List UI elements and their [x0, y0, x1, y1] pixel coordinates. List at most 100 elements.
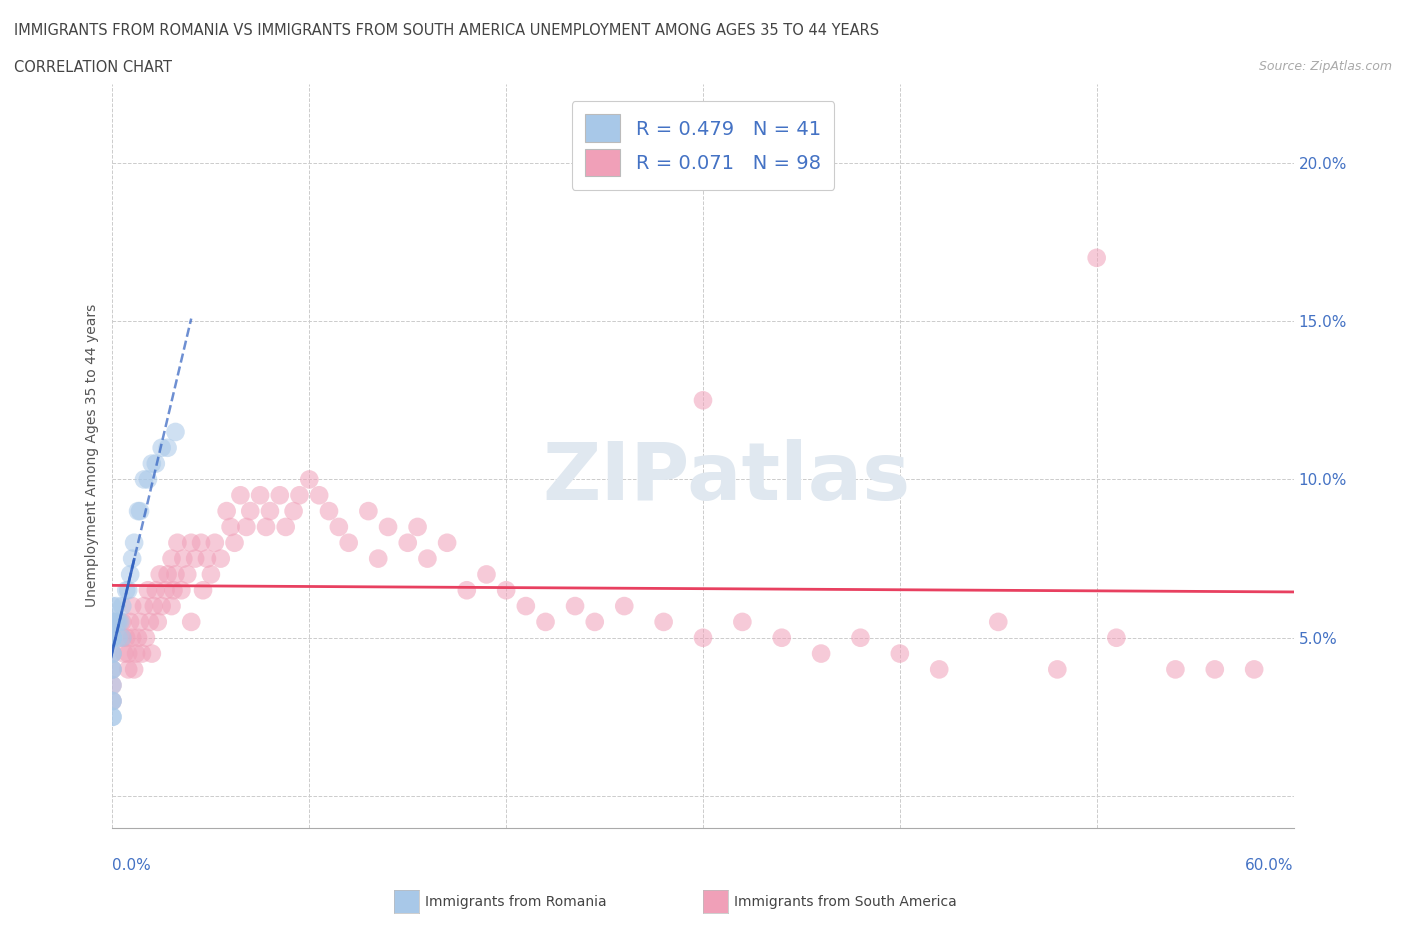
Point: [156, 440, 179, 455]
Point: [120, 567, 142, 582]
Point: [101, 710, 124, 724]
Point: [101, 646, 124, 661]
Point: [692, 392, 714, 407]
Point: [172, 551, 194, 566]
Text: ZIPatlas: ZIPatlas: [543, 439, 911, 517]
Point: [105, 599, 128, 614]
Point: [122, 662, 145, 677]
Point: [101, 631, 124, 645]
Point: [111, 615, 134, 630]
Point: [583, 615, 606, 630]
Point: [770, 631, 793, 645]
Point: [101, 615, 124, 630]
Point: [475, 567, 498, 582]
Point: [229, 488, 252, 503]
Point: [219, 520, 242, 535]
Point: [235, 520, 257, 535]
Point: [132, 472, 155, 487]
Point: [298, 472, 321, 487]
Text: CORRELATION CHART: CORRELATION CHART: [14, 60, 172, 75]
Point: [849, 631, 872, 645]
Point: [155, 583, 177, 598]
Point: [162, 583, 184, 598]
Point: [156, 567, 179, 582]
Point: [107, 615, 129, 630]
Point: [107, 631, 129, 645]
Point: [160, 599, 183, 614]
Y-axis label: Unemployment Among Ages 35 to 44 years: Unemployment Among Ages 35 to 44 years: [84, 304, 98, 607]
Point: [117, 646, 139, 661]
Point: [101, 662, 124, 677]
Point: [101, 631, 124, 645]
Point: [406, 520, 429, 535]
Point: [180, 615, 202, 630]
Point: [127, 504, 149, 519]
Point: [495, 583, 517, 598]
Point: [111, 631, 134, 645]
Point: [416, 551, 439, 566]
Point: [1164, 662, 1187, 677]
Point: [101, 678, 124, 693]
Point: [129, 615, 152, 630]
Point: [121, 631, 143, 645]
Point: [101, 710, 124, 724]
Text: 60.0%: 60.0%: [1246, 857, 1294, 872]
Point: [135, 631, 157, 645]
Point: [534, 615, 557, 630]
Point: [121, 551, 143, 566]
Point: [170, 583, 193, 598]
Point: [215, 504, 238, 519]
Point: [111, 631, 134, 645]
Point: [396, 536, 419, 551]
Point: [141, 457, 163, 472]
Point: [357, 504, 380, 519]
Point: [101, 678, 124, 693]
Point: [101, 662, 124, 677]
Point: [101, 631, 124, 645]
Point: [176, 567, 198, 582]
Point: [101, 694, 124, 709]
Point: [254, 520, 277, 535]
Point: [120, 615, 142, 630]
Point: [101, 631, 124, 645]
Point: [165, 424, 187, 439]
Text: IMMIGRANTS FROM ROMANIA VS IMMIGRANTS FROM SOUTH AMERICA UNEMPLOYMENT AMONG AGES: IMMIGRANTS FROM ROMANIA VS IMMIGRANTS FR…: [14, 23, 879, 38]
Point: [652, 615, 675, 630]
Point: [160, 551, 183, 566]
Point: [1204, 662, 1226, 677]
Point: [136, 472, 159, 487]
Point: [150, 440, 173, 455]
Point: [269, 488, 291, 503]
Text: 0.0%: 0.0%: [112, 857, 152, 872]
Point: [224, 536, 246, 551]
Point: [337, 536, 360, 551]
Point: [456, 583, 478, 598]
Point: [101, 646, 124, 661]
Point: [692, 631, 714, 645]
Point: [110, 615, 132, 630]
Point: [146, 615, 169, 630]
Point: [101, 615, 124, 630]
Point: [101, 646, 124, 661]
Point: [190, 536, 212, 551]
Point: [166, 536, 188, 551]
Point: [191, 583, 214, 598]
Text: Immigrants from Romania: Immigrants from Romania: [425, 895, 606, 910]
Point: [328, 520, 350, 535]
Point: [145, 457, 167, 472]
Point: [515, 599, 537, 614]
Point: [239, 504, 262, 519]
Point: [101, 631, 124, 645]
Point: [117, 583, 139, 598]
Point: [127, 631, 149, 645]
Point: [165, 567, 187, 582]
Point: [136, 583, 159, 598]
Point: [132, 599, 155, 614]
Point: [318, 504, 340, 519]
Point: [101, 694, 124, 709]
Point: [129, 504, 152, 519]
Point: [928, 662, 950, 677]
Point: [117, 662, 139, 677]
Point: [142, 599, 165, 614]
Point: [249, 488, 271, 503]
